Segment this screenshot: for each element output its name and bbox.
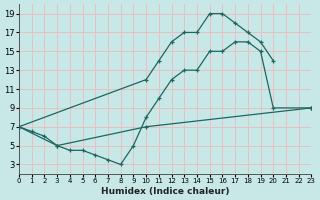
X-axis label: Humidex (Indice chaleur): Humidex (Indice chaleur)	[101, 187, 229, 196]
